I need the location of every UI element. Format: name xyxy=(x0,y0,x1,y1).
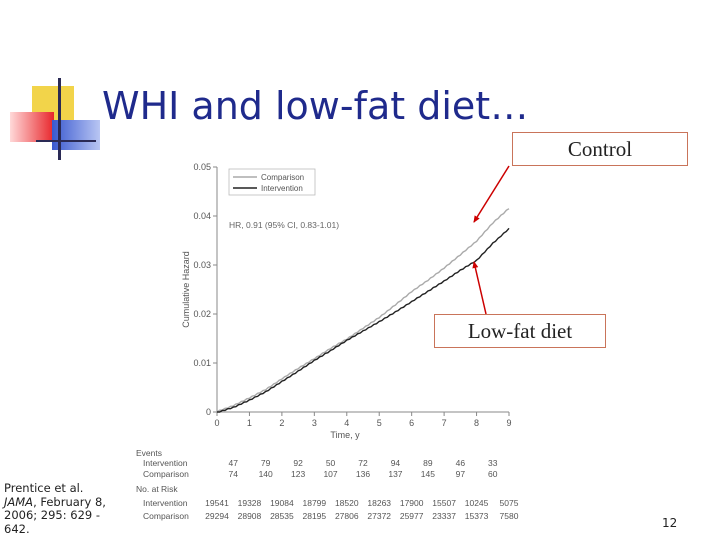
events-intervention-value: 46 xyxy=(456,458,466,468)
events-intervention-value: 89 xyxy=(423,458,433,468)
events-intervention-value: 79 xyxy=(261,458,271,468)
events-header: Events xyxy=(136,448,162,458)
x-tick-label: 0 xyxy=(214,418,219,428)
events-comparison-value: 74 xyxy=(228,469,238,479)
events-comparison-value: 137 xyxy=(388,469,402,479)
y-tick-label: 0.04 xyxy=(193,211,211,221)
x-tick-label: 2 xyxy=(279,418,284,428)
decor-red-bar xyxy=(10,112,54,142)
risk-comparison-value: 7580 xyxy=(500,511,519,521)
risk-comparison-value: 25977 xyxy=(400,511,424,521)
events-intervention-value: 94 xyxy=(391,458,401,468)
risk-comparison-value: 29294 xyxy=(205,511,229,521)
events-comparison-value: 136 xyxy=(356,469,370,479)
low-fat-diet-arrow xyxy=(472,261,487,315)
citation-authors: Prentice et al. xyxy=(4,481,84,495)
events-intervention-value: 47 xyxy=(228,458,238,468)
risk-intervention-value: 10245 xyxy=(465,498,489,508)
risk-comparison-value: 28535 xyxy=(270,511,294,521)
events-comparison-value: 107 xyxy=(323,469,337,479)
events-comparison-value: 140 xyxy=(259,469,273,479)
events-comparison-value: 60 xyxy=(488,469,498,479)
citation: Prentice et al. JAMA, February 8, 2006; … xyxy=(4,481,106,536)
citation-volume: 2006; 295: 629 - xyxy=(4,508,101,522)
events-comparison-label: Comparison xyxy=(143,469,189,479)
legend-label: Comparison xyxy=(261,173,304,182)
y-tick-label: 0.05 xyxy=(193,162,211,172)
y-axis-label: Cumulative Hazard xyxy=(181,251,191,328)
risk-comparison-value: 28908 xyxy=(238,511,262,521)
events-comparison-value: 145 xyxy=(421,469,435,479)
x-tick-label: 8 xyxy=(474,418,479,428)
series-line-comparison xyxy=(216,208,510,413)
x-tick-label: 4 xyxy=(344,418,349,428)
page-number: 12 xyxy=(662,516,678,530)
risk-intervention-label: Intervention xyxy=(143,498,188,508)
citation-pages: 642. xyxy=(4,521,30,536)
risk-intervention-value: 15507 xyxy=(432,498,456,508)
events-comparison-value: 123 xyxy=(291,469,305,479)
risk-intervention-value: 18520 xyxy=(335,498,359,508)
x-tick-label: 5 xyxy=(377,418,382,428)
risk-comparison-value: 28195 xyxy=(303,511,327,521)
events-intervention-value: 33 xyxy=(488,458,498,468)
events-intervention-value: 50 xyxy=(326,458,336,468)
risk-intervention-value: 17900 xyxy=(400,498,424,508)
risk-comparison-value: 27806 xyxy=(335,511,359,521)
events-comparison-value: 97 xyxy=(456,469,466,479)
x-tick-label: 9 xyxy=(506,418,511,428)
citation-journal-line: JAMA, February 8, xyxy=(4,494,106,510)
y-tick-label: 0.02 xyxy=(193,309,211,319)
events-intervention-value: 72 xyxy=(358,458,368,468)
risk-comparison-value: 23337 xyxy=(432,511,456,521)
decor-horizontal-line xyxy=(36,140,96,142)
y-tick-label: 0 xyxy=(206,407,211,417)
risk-comparison-value: 27372 xyxy=(367,511,391,521)
page-title: WHI and low-fat diet… xyxy=(102,84,529,128)
x-tick-label: 7 xyxy=(442,418,447,428)
risk-comparison-label: Comparison xyxy=(143,511,189,521)
series-line-intervention xyxy=(217,227,510,413)
risk-comparison-value: 15373 xyxy=(465,511,489,521)
low-fat-diet-callout: Low-fat diet xyxy=(434,314,606,348)
control-arrow xyxy=(473,165,510,223)
x-tick-label: 6 xyxy=(409,418,414,428)
risk-intervention-value: 18263 xyxy=(367,498,391,508)
x-tick-label: 3 xyxy=(312,418,317,428)
risk-intervention-value: 19328 xyxy=(238,498,262,508)
risk-intervention-value: 5075 xyxy=(500,498,519,508)
hazard-ratio-annotation: HR, 0.91 (95% CI, 0.83-1.01) xyxy=(229,220,339,230)
events-intervention-value: 92 xyxy=(293,458,303,468)
events-intervention-label: Intervention xyxy=(143,458,188,468)
x-axis-label: Time, y xyxy=(330,430,360,440)
legend-label: Intervention xyxy=(261,184,303,193)
citation-journal: JAMA xyxy=(4,494,34,509)
risk-intervention-value: 19084 xyxy=(270,498,294,508)
decor-vertical-line xyxy=(58,78,61,160)
x-tick-label: 1 xyxy=(247,418,252,428)
risk-header: No. at Risk xyxy=(136,484,178,494)
citation-date: , February 8, xyxy=(33,494,106,509)
y-tick-label: 0.03 xyxy=(193,260,211,270)
control-callout: Control xyxy=(512,132,688,166)
legend-box xyxy=(228,168,316,196)
y-tick-label: 0.01 xyxy=(193,358,211,368)
risk-intervention-value: 18799 xyxy=(303,498,327,508)
risk-intervention-value: 19541 xyxy=(205,498,229,508)
